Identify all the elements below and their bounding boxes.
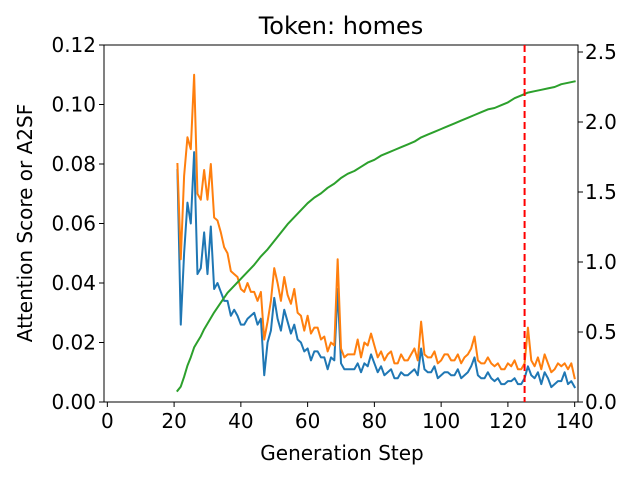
x-tick-label: 0 [101,409,114,433]
y2-tick-label: 1.5 [585,180,617,204]
x-tick-label: 80 [362,409,387,433]
y-tick-label: 0.08 [51,152,96,176]
x-tick-label: 140 [556,409,594,433]
y-axis-left: 0.00 0.02 0.04 0.06 0.08 0.10 0.12 [51,33,104,414]
x-axis-label: Generation Step [260,441,423,465]
y-axis-right: 0.0 0.5 1.0 1.5 2.0 2.5 [578,40,617,414]
y-tick-label: 0.04 [51,271,96,295]
y-tick-label: 0.06 [51,212,96,236]
y2-tick-label: 0.5 [585,320,617,344]
y2-tick-label: 0.0 [585,390,617,414]
y2-tick-label: 2.5 [585,40,617,64]
x-tick-label: 100 [422,409,460,433]
series-layer [176,45,577,402]
x-tick-label: 40 [228,409,253,433]
y-tick-label: 0.00 [51,390,96,414]
y-tick-label: 0.12 [51,33,96,57]
x-tick-label: 120 [489,409,527,433]
y2-tick-label: 2.0 [585,110,617,134]
x-axis: 0 20 40 60 80 100 120 140 [101,402,594,433]
series-line-0 [176,151,577,389]
x-tick-label: 20 [161,409,186,433]
y-tick-label: 0.02 [51,331,96,355]
y-axis-label: Attention Score or A2SF [13,104,37,342]
y2-tick-label: 1.0 [585,250,617,274]
chart-title: Token: homes [258,12,424,40]
x-tick-label: 60 [295,409,320,433]
series-line-1 [176,73,576,380]
series-line-2 [176,80,576,393]
y-tick-label: 0.10 [51,93,96,117]
